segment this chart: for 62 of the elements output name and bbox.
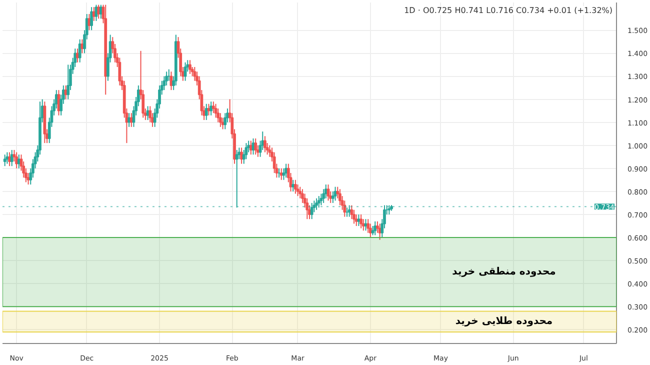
candlestick (210, 101, 213, 116)
candlestick (92, 6, 96, 22)
candlestick (8, 152, 11, 167)
candlestick (296, 184, 300, 197)
candlestick (244, 142, 248, 160)
candlestick (3, 154, 6, 167)
candlestick (360, 214, 362, 229)
candlestick (280, 168, 283, 180)
candlestick (240, 147, 243, 164)
candlestick (354, 214, 358, 226)
band-label: محدوده منطقی خرید (452, 266, 556, 278)
candlestick (272, 152, 276, 174)
candlestick (317, 196, 320, 208)
candlestick (212, 101, 215, 114)
band-label: محدوده طلایی خرید (455, 316, 553, 328)
candlestick (214, 103, 218, 118)
candlestick (254, 138, 258, 156)
annotation: 1D · O0.725 H0.741 L0.716 C0.734 +0.01 (+1.32%) (404, 6, 613, 15)
candlestick (80, 38, 84, 54)
candlestick (350, 204, 354, 220)
candlestick (292, 179, 295, 192)
candlestick (219, 112, 222, 128)
candlestick (99, 4, 102, 20)
candlestick (224, 112, 227, 130)
candlestick (264, 136, 266, 153)
candlestick (76, 48, 79, 63)
candlestick (310, 202, 314, 220)
candlestick (301, 188, 304, 204)
candlestick (17, 154, 20, 169)
candlestick (66, 64, 70, 100)
candlestick (78, 38, 82, 63)
candlestick (332, 190, 334, 204)
candlestick (315, 198, 318, 210)
candlestick (216, 108, 220, 123)
candlestick (235, 149, 238, 208)
candlestick (162, 76, 166, 91)
candlestick (97, 4, 100, 20)
candlestick (294, 179, 297, 194)
candlestick (148, 106, 152, 123)
candlestick (306, 198, 309, 220)
candlestick (324, 184, 328, 199)
candlestick (352, 209, 356, 224)
candlestick (15, 152, 18, 169)
candlestick (362, 218, 365, 232)
candlestick (338, 188, 342, 206)
candlestick (298, 186, 302, 199)
candlestick (326, 184, 330, 202)
candlestick (128, 112, 130, 128)
candlestick (193, 66, 196, 82)
candlestick (249, 140, 252, 156)
candlestick (282, 168, 286, 180)
candlestick (343, 200, 346, 218)
candlestick (204, 103, 208, 121)
candlestick (188, 60, 192, 74)
candlestick (165, 71, 168, 86)
candlestick (371, 225, 374, 236)
candlestick (322, 188, 325, 204)
candlestick (368, 223, 372, 238)
candlestick (118, 57, 122, 86)
candlestick (268, 144, 272, 158)
candlestick (90, 6, 93, 31)
candlestick (366, 218, 370, 234)
